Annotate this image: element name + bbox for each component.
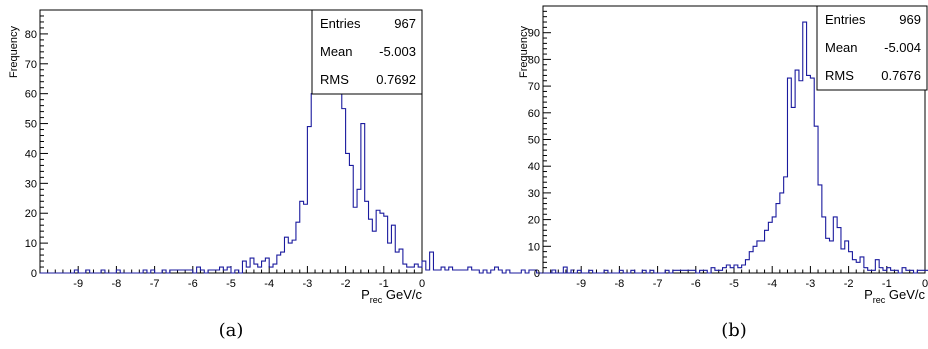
stats-box-b: Entries 969 Mean -5.004 RMS 0.7676: [816, 5, 928, 91]
histogram-panel-a: -9 -8 -7 -6 -5 -4 -3 -2 -1 0 0 10 20 30 40 50 60 70 80 Ent…: [8, 9, 575, 341]
histogram-line-a: [40, 21, 575, 274]
y-tick-label: 20: [25, 208, 37, 220]
x-tick-label: -9: [576, 278, 586, 290]
stats-mean-label-b: Mean: [825, 40, 858, 55]
x-tick-label: -1: [379, 278, 389, 290]
y-tick-label: 50: [528, 135, 540, 147]
stats-entries-label-b: Entries: [825, 12, 866, 27]
stats-entries-value-a: 967: [394, 16, 416, 31]
y-tick-label: 10: [528, 241, 540, 253]
x-tick-label: -3: [303, 278, 313, 290]
x-tick-label: -2: [341, 278, 351, 290]
x-tick-label: -4: [767, 278, 777, 290]
x-axis-label-b: Prec GeV/c: [864, 287, 925, 305]
x-tick-label: -7: [150, 278, 160, 290]
axis-ticks-a: -9 -8 -7 -6 -5 -4 -3 -2 -1 0 0 10 20 30 40 50 60 70 80: [25, 9, 425, 290]
y-tick-label: 80: [25, 29, 37, 41]
stats-entries-label-a: Entries: [320, 16, 361, 31]
y-tick-label: 90: [528, 28, 540, 40]
x-tick-label: 0: [922, 278, 928, 290]
y-tick-label: 70: [528, 81, 540, 93]
x-tick-label: -5: [226, 278, 236, 290]
y-tick-label: 30: [25, 178, 37, 190]
stats-box-a: Entries 967 Mean -5.003 RMS 0.7692: [311, 9, 423, 95]
y-tick-label: 40: [25, 148, 37, 160]
stats-rms-label-a: RMS: [320, 72, 349, 87]
x-tick-label: -8: [615, 278, 625, 290]
stats-mean-value-a: -5.003: [379, 44, 416, 59]
x-tick-label: -4: [264, 278, 274, 290]
panel-caption-b: (b): [721, 320, 747, 341]
y-tick-label: 0: [31, 268, 37, 280]
y-tick-label: 40: [528, 161, 540, 173]
histogram-line-b: [543, 21, 928, 274]
y-tick-label: 60: [25, 89, 37, 101]
y-tick-label: 70: [25, 59, 37, 71]
x-tick-label: -3: [806, 278, 816, 290]
stats-mean-value-b: -5.004: [884, 40, 921, 55]
stats-entries-value-b: 969: [899, 12, 921, 27]
y-axis-label-a: Frequency: [8, 26, 20, 78]
histogram-panel-b: -9 -8 -7 -6 -5 -4 -3 -2 -1 0 0 10 20 30 40 50 60 70 80 90 E…: [518, 5, 928, 341]
x-tick-label: -6: [691, 278, 701, 290]
panel-caption-a: (a): [219, 320, 244, 341]
y-tick-label: 60: [528, 108, 540, 120]
stats-rms-value-a: 0.7692: [376, 72, 416, 87]
x-tick-label: -1: [882, 278, 892, 290]
y-tick-label: 10: [25, 238, 37, 250]
x-tick-label: -5: [729, 278, 739, 290]
y-tick-label: 50: [25, 119, 37, 131]
x-tick-label: 0: [419, 278, 425, 290]
y-tick-label: 0: [534, 268, 540, 280]
y-axis-label-b: Frequency: [518, 26, 530, 78]
stats-mean-label-a: Mean: [320, 44, 353, 59]
y-tick-label: 20: [528, 215, 540, 227]
stats-rms-label-b: RMS: [825, 68, 854, 83]
x-tick-label: -6: [188, 278, 198, 290]
x-axis-label-a: Prec GeV/c: [361, 287, 422, 305]
x-tick-label: -8: [112, 278, 122, 290]
x-tick-label: -2: [844, 278, 854, 290]
y-tick-label: 30: [528, 188, 540, 200]
x-tick-label: -9: [73, 278, 83, 290]
y-tick-label: 80: [528, 54, 540, 66]
x-tick-label: -7: [653, 278, 663, 290]
stats-rms-value-b: 0.7676: [881, 68, 921, 83]
